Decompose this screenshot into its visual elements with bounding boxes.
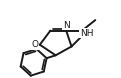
Text: N: N [63, 21, 70, 30]
Text: O: O [31, 40, 38, 49]
Text: NH: NH [80, 29, 93, 38]
